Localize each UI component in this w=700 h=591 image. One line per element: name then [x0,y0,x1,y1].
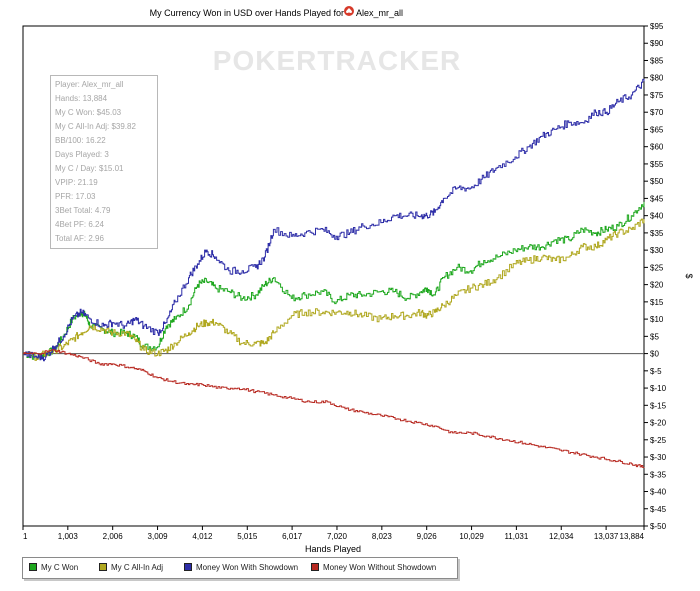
x-tick-label: 13,884 [620,532,645,541]
x-tick-label: 3,009 [148,532,169,541]
y-tick-label: $-10 [650,384,667,393]
x-tick-label: 1,003 [58,532,79,541]
y-tick-label: $10 [650,315,664,324]
y-tick-label: $-50 [650,522,667,531]
legend-swatch-green [29,563,37,571]
stat-hands: Hands: 13,884 [55,94,108,103]
x-tick-label: 12,034 [549,532,574,541]
y-tick-label: $-5 [650,367,662,376]
x-tick-label: 6,017 [282,532,303,541]
legend-item-with-showdown[interactable]: Money Won With Showdown [184,563,298,572]
legend-item-my-c-won[interactable]: My C Won [29,563,78,572]
x-axis: 1 1,003 2,006 3,009 4,012 5,015 6,017 7,020 8,02… [22,526,645,541]
chart-title-player: Alex_mr_all [356,8,403,18]
y-tick-label: $15 [650,298,664,307]
y-tick-label: $35 [650,229,664,238]
stats-summary-box: Player: Alex_mr_all Hands: 13,884 My C W… [50,75,158,249]
x-tick-label: 13,037 [594,532,619,541]
x-tick-label: 8,023 [372,532,393,541]
stat-pfr: PFR: 17.03 [55,192,96,201]
x-tick-label: 10,029 [459,532,484,541]
stat-player: Player: Alex_mr_all [55,80,124,89]
y-tick-label: $-20 [650,419,667,428]
y-tick-label: $-30 [650,453,667,462]
y-tick-label: $5 [650,332,659,341]
stat-total-af: Total AF: 2.96 [55,234,104,243]
legend-swatch-yellow [99,563,107,571]
x-tick-label: 2,006 [103,532,124,541]
spade-logo-icon [344,6,354,16]
chart-title: My Currency Won in USD over Hands Played… [150,8,344,18]
legend-label: Money Won Without Showdown [323,563,437,572]
y-tick-label: $-45 [650,505,667,514]
stat-bb100: BB/100: 16.22 [55,136,106,145]
plot-area [22,25,645,527]
legend-swatch-red [311,563,319,571]
stat-3bet-total: 3Bet Total: 4.79 [55,206,111,215]
series-line-3 [23,78,645,362]
x-tick-label: 4,012 [192,532,213,541]
y-tick-label: $70 [650,108,664,117]
chart-legend: My C Won My C All-In Adj Money Won With … [22,557,458,579]
y-tick-label: $90 [650,39,664,48]
x-tick-label: 1 [23,532,28,541]
y-tick-label: $-15 [650,401,667,410]
legend-label: My C All-In Adj [111,563,164,572]
watermark-logo: POKERTRACKER [213,45,461,76]
y-tick-label: $20 [650,281,664,290]
y-axis: $95 $90 $85 $80 $75 $70 $65 $60 $55 $50 $45 $40 $35 $… [644,22,667,531]
stat-all-in-adj: My C All-In Adj: $39.82 [55,122,136,131]
legend-label: Money Won With Showdown [196,563,299,572]
x-tick-label: 9,026 [417,532,438,541]
legend-item-without-showdown[interactable]: Money Won Without Showdown [311,563,436,572]
y-tick-label: $80 [650,74,664,83]
stat-vpip: VPIP: 21.19 [55,178,98,187]
y-tick-label: $-25 [650,436,667,445]
stat-days-played: Days Played: 3 [55,150,109,159]
x-tick-label: 5,015 [237,532,258,541]
series-layer [23,78,645,468]
y-tick-label: $45 [650,194,664,203]
y-axis-label: $ [684,273,694,278]
x-axis-label: Hands Played [305,544,361,554]
series-line-2 [23,218,645,361]
y-tick-label: $55 [650,160,664,169]
y-tick-label: $40 [650,212,664,221]
legend-label: My C Won [41,563,79,572]
y-tick-label: $95 [650,22,664,31]
y-tick-label: $25 [650,263,664,272]
y-tick-label: $0 [650,350,659,359]
stat-4bet-pf: 4Bet PF: 6.24 [55,220,104,229]
y-tick-label: $50 [650,177,664,186]
stat-my-c-per-day: My C / Day: $15.01 [55,164,124,173]
y-tick-label: $-40 [650,488,667,497]
x-tick-label: 11,031 [504,532,528,541]
y-tick-label: $-35 [650,470,667,479]
y-tick-label: $65 [650,125,664,134]
x-tick-label: 7,020 [327,532,348,541]
stat-my-c-won: My C Won: $45.03 [55,108,122,117]
y-tick-label: $30 [650,246,664,255]
y-tick-label: $75 [650,91,664,100]
series-line-4 [23,349,645,468]
legend-item-all-in-adj[interactable]: My C All-In Adj [99,563,163,572]
y-tick-label: $85 [650,56,664,65]
y-tick-label: $60 [650,143,664,152]
legend-swatch-blue [184,563,192,571]
